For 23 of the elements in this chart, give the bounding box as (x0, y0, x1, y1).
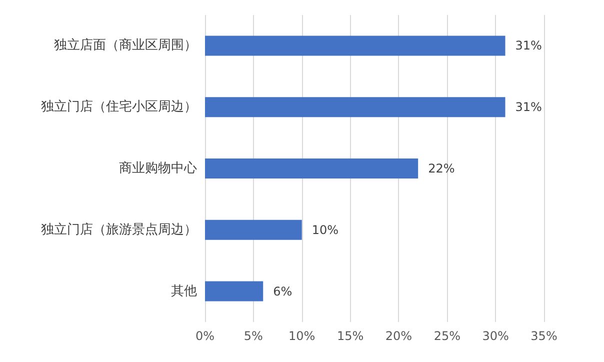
y-tick-label: 其他 (171, 284, 197, 299)
bar (205, 220, 302, 240)
x-tick-label: 25% (434, 329, 460, 343)
y-tick-label: 独立门店（旅游景点周边） (41, 221, 197, 238)
data-label: 6% (273, 284, 292, 298)
x-tick-label: 10% (288, 329, 316, 343)
x-tick-label: 20% (385, 329, 412, 343)
x-tick-label: 30% (482, 329, 509, 343)
data-label: 31% (515, 100, 542, 114)
data-label: 10% (312, 222, 339, 237)
x-tick-label: 0% (195, 329, 215, 343)
bar (205, 36, 506, 56)
data-label: 22% (428, 162, 455, 176)
bar (205, 158, 418, 178)
x-tick-label: 35% (530, 329, 558, 343)
bar (205, 281, 264, 302)
bar (205, 97, 506, 118)
x-tick-label: 15% (336, 329, 364, 343)
y-tick-label: 商业购物中心 (119, 160, 197, 176)
x-tick-label: 5% (244, 329, 263, 343)
data-label: 31% (515, 38, 542, 53)
y-tick-label: 独立门店（住宅小区周边） (41, 98, 197, 115)
y-tick-label: 独立店面（商业区周围） (54, 37, 197, 54)
